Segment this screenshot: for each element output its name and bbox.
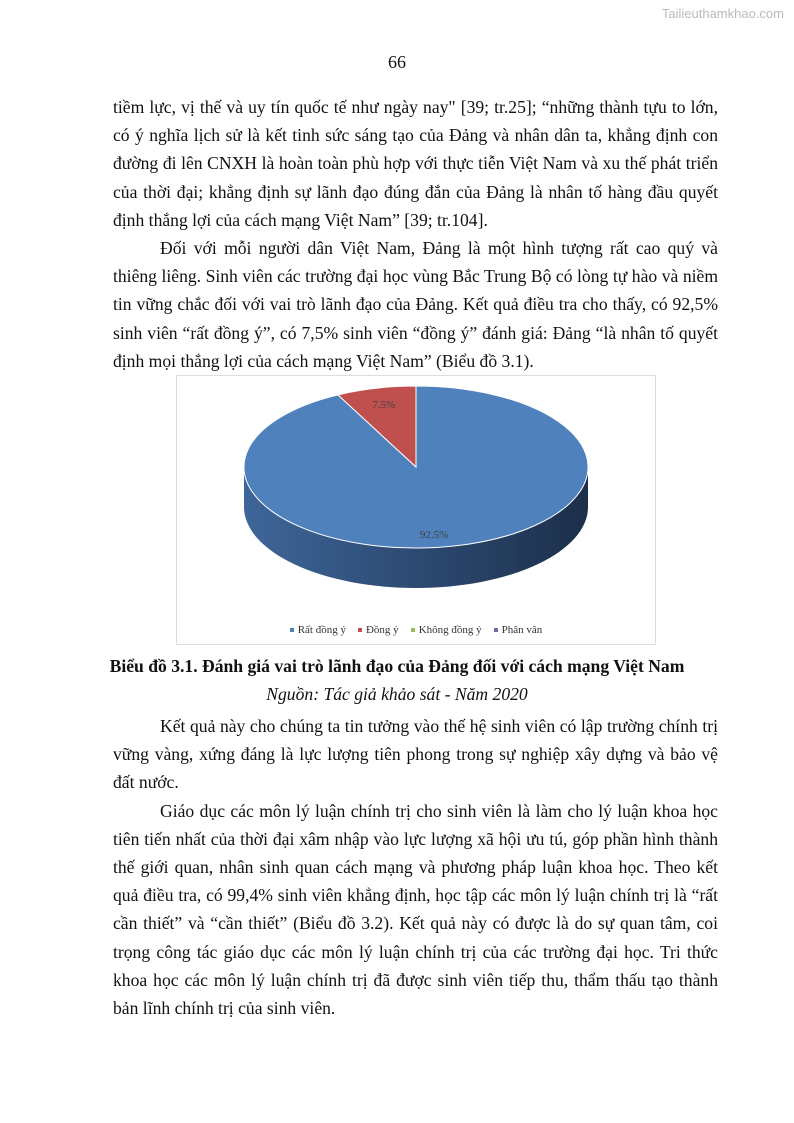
pie-svg: 92.5% 7.5% [243, 385, 589, 588]
text-block-top: tiềm lực, vị thế và uy tín quốc tế như n… [113, 93, 718, 375]
chart-legend: Rất đồng ý Đồng ý Không đồng ý Phân vân [177, 624, 655, 636]
legend-item: Đồng ý [357, 624, 399, 636]
paragraph: Giáo dục các môn lý luận chính trị cho s… [113, 800, 718, 1019]
pie-side [244, 467, 588, 588]
pie-chart: 92.5% 7.5% Rất đồng ý Đồng ý Không đồng ý Ph… [176, 375, 656, 645]
paragraph: Kết quả này cho chúng ta tin tưởng vào t… [113, 716, 718, 793]
legend-swatch [289, 628, 294, 633]
pie-slice-1 [336, 385, 417, 469]
legend-label: Không đồng ý [418, 624, 482, 636]
legend-swatch [493, 628, 498, 633]
watermark: Tailieuthamkhao.com [661, 6, 784, 21]
legend-item: Rất đồng ý [289, 624, 346, 636]
legend-label: Phân vân [501, 624, 543, 636]
paragraph: Đối với mỗi người dân Việt Nam, Đảng là … [113, 238, 718, 371]
legend-label: Rất đồng ý [297, 624, 346, 636]
legend-label: Đồng ý [365, 624, 399, 636]
legend-item: Phân vân [493, 624, 543, 636]
legend-swatch [357, 628, 362, 633]
legend-swatch [410, 628, 415, 633]
paragraph: tiềm lực, vị thế và uy tín quốc tế như n… [113, 97, 718, 230]
figure-caption: Biểu đồ 3.1. Đánh giá vai trò lãnh đạo c… [109, 656, 685, 676]
data-label: 7.5% [372, 399, 395, 411]
text-block-bottom: Kết quả này cho chúng ta tin tưởng vào t… [113, 712, 718, 1022]
data-label: 92.5% [420, 529, 448, 541]
figure-source: Nguồn: Tác giả khảo sát - Năm 2020 [266, 684, 528, 704]
page-number: 66 [388, 52, 406, 72]
legend-item: Không đồng ý [410, 624, 482, 636]
